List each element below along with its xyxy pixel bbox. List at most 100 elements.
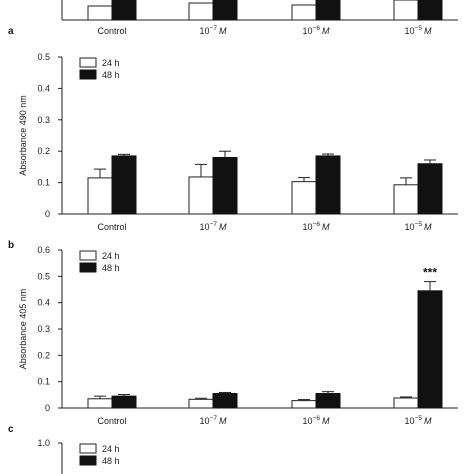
category-label-2: 10−6 M xyxy=(303,221,330,232)
legend-swatch-1 xyxy=(79,69,97,80)
bar-1-1 xyxy=(212,156,238,215)
category-label-exponent: −5 xyxy=(415,25,423,32)
category-label-unit: M xyxy=(322,416,330,426)
legend-swatch-1 xyxy=(79,262,97,273)
bar-0-2 xyxy=(291,181,317,215)
bar-0-0 xyxy=(87,177,113,215)
y-tick-label: 0 xyxy=(45,209,50,219)
bar-1-2 xyxy=(315,393,341,409)
y-tick-label: 0.3 xyxy=(37,324,50,334)
bar-0-2 xyxy=(291,4,317,21)
category-label-1: 10−7 M xyxy=(200,221,227,232)
category-label-unit: M xyxy=(424,26,432,36)
bar-0-2 xyxy=(291,400,317,409)
panel-letter-c: c xyxy=(8,424,14,435)
category-label-2: 10−6 M xyxy=(303,25,330,36)
bar-1-2 xyxy=(315,155,341,215)
panel-b: 0 0.1 0.2 0.3 0.4 0.5 Absorbance 490 nm 24 h 48 … xyxy=(18,52,458,232)
y-tick-label: 0.1 xyxy=(37,377,50,387)
y-tick-label: 0.5 xyxy=(37,271,50,281)
legend-swatch-0 xyxy=(79,443,97,454)
category-label-base: 10 xyxy=(405,26,415,36)
category-label-0: Control xyxy=(97,26,126,36)
legend-label-1: 48 h xyxy=(102,263,120,273)
y-tick-label: 1.0 xyxy=(37,438,50,448)
legend-swatch-0 xyxy=(79,57,97,68)
category-label-3: 10−5 M xyxy=(405,415,432,426)
bar-1-1 xyxy=(212,0,238,21)
category-label-unit: M xyxy=(322,26,330,36)
bar-1-3 xyxy=(417,163,443,215)
category-label-unit: M xyxy=(424,416,432,426)
category-label-exponent: −7 xyxy=(210,221,218,228)
category-label-unit: M xyxy=(322,222,330,232)
category-label-base: 10 xyxy=(200,26,210,36)
bar-0-1 xyxy=(188,176,214,215)
category-label-2: 10−6 M xyxy=(303,415,330,426)
legend-swatch-1 xyxy=(79,455,97,466)
category-label-3: 10−5 M xyxy=(405,25,432,36)
bar-0-0 xyxy=(87,398,113,409)
bar-0-3 xyxy=(393,397,419,409)
category-label-exponent: −7 xyxy=(210,415,218,422)
category-label-base: 10 xyxy=(303,26,313,36)
category-label-0: Control xyxy=(97,222,126,232)
bar-0-3 xyxy=(393,0,419,21)
category-label-unit: M xyxy=(219,222,227,232)
bar-1-3 xyxy=(417,0,443,21)
category-label-unit: M xyxy=(424,222,432,232)
legend-swatch-0 xyxy=(79,250,97,261)
y-axis-title: Absorbance 490 nm xyxy=(18,95,28,176)
significance-annotation-0: *** xyxy=(423,266,437,280)
category-label-base: Control xyxy=(97,416,126,426)
category-label-1: 10−7 M xyxy=(200,415,227,426)
y-tick-label: 0.3 xyxy=(37,115,50,125)
category-label-base: 10 xyxy=(405,222,415,232)
panel-a: Control 10−7 M 10−6 M 10−5 M xyxy=(61,0,458,36)
y-tick-label: 0.2 xyxy=(37,146,50,156)
bar-0-1 xyxy=(188,398,214,409)
category-label-base: 10 xyxy=(303,222,313,232)
category-label-base: 10 xyxy=(303,416,313,426)
y-tick-label: 0.6 xyxy=(37,245,50,255)
y-tick-label: 0.2 xyxy=(37,350,50,360)
category-label-base: Control xyxy=(97,26,126,36)
category-label-exponent: −5 xyxy=(415,415,423,422)
panel-letter-b: b xyxy=(8,240,14,251)
category-label-base: Control xyxy=(97,222,126,232)
bar-0-1 xyxy=(188,2,214,21)
y-tick-label: 0.5 xyxy=(37,52,50,62)
category-label-exponent: −7 xyxy=(210,25,218,32)
panel-c: 0 0.1 0.2 0.3 0.4 0.5 0.6 Absorbance 405 nm *** 2… xyxy=(18,245,458,426)
category-label-unit: M xyxy=(219,26,227,36)
category-label-0: Control xyxy=(97,416,126,426)
bar-1-1 xyxy=(212,393,238,409)
category-label-base: 10 xyxy=(200,222,210,232)
category-label-unit: M xyxy=(219,416,227,426)
y-tick-label: 0.4 xyxy=(37,298,50,308)
category-label-1: 10−7 M xyxy=(200,25,227,36)
bar-1-3 xyxy=(417,290,443,409)
category-label-exponent: −6 xyxy=(313,221,321,228)
y-axis-title: Absorbance 405 nm xyxy=(18,289,28,370)
panel-letter-a: a xyxy=(8,26,14,37)
category-label-exponent: −6 xyxy=(313,25,321,32)
category-label-3: 10−5 M xyxy=(405,221,432,232)
bar-1-0 xyxy=(111,395,137,409)
y-tick-label: 0.4 xyxy=(37,83,50,93)
category-label-exponent: −5 xyxy=(415,221,423,228)
category-label-exponent: −6 xyxy=(313,415,321,422)
bar-1-2 xyxy=(315,0,341,21)
bar-1-0 xyxy=(111,0,137,21)
bar-1-0 xyxy=(111,155,137,215)
y-tick-label: 0.1 xyxy=(37,178,50,188)
category-label-base: 10 xyxy=(200,416,210,426)
y-tick-label: 0 xyxy=(45,403,50,413)
legend-label-0: 24 h xyxy=(102,444,120,454)
legend-label-1: 48 h xyxy=(102,70,120,80)
bar-0-0 xyxy=(87,5,113,21)
legend-label-0: 24 h xyxy=(102,251,120,261)
category-label-base: 10 xyxy=(405,416,415,426)
legend-label-0: 24 h xyxy=(102,58,120,68)
